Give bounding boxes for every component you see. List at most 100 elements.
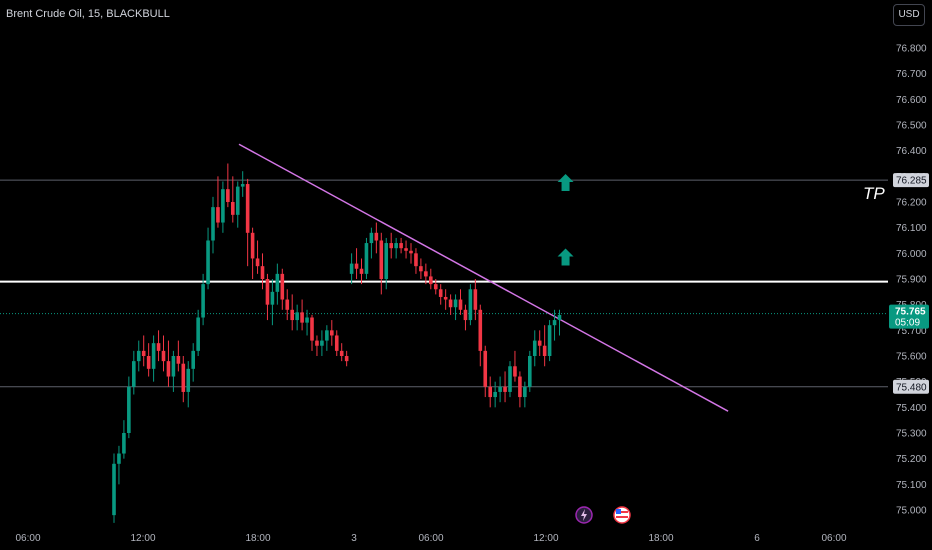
candle xyxy=(503,371,507,403)
price-tick-label: 75.900 xyxy=(896,275,927,286)
candle xyxy=(354,248,359,279)
price-tick-label: 76.800 xyxy=(896,44,927,55)
candle xyxy=(339,343,344,362)
event-icons xyxy=(575,506,631,524)
candle xyxy=(399,237,403,254)
candle xyxy=(384,237,389,290)
up-arrow-icon xyxy=(557,248,574,266)
candle xyxy=(300,299,304,331)
svg-text:75.765: 75.765 xyxy=(895,307,926,318)
candle xyxy=(369,227,374,259)
flag-us-icon[interactable] xyxy=(613,506,631,524)
price-tick-label: 76.200 xyxy=(896,198,927,209)
tp-annotation: TP xyxy=(863,184,885,203)
price-level-badge: 76.285 xyxy=(893,173,929,188)
candle xyxy=(334,330,339,356)
candle xyxy=(226,163,230,208)
candle xyxy=(379,232,384,295)
candle xyxy=(166,340,171,387)
time-tick-label: 06:00 xyxy=(15,533,40,544)
up-arrows xyxy=(557,174,574,266)
resistance-trendline[interactable] xyxy=(238,143,729,412)
candle xyxy=(473,279,478,321)
candle xyxy=(325,325,329,351)
candle xyxy=(498,376,502,403)
candle xyxy=(265,273,270,321)
lightning-icon[interactable] xyxy=(575,506,593,524)
candle xyxy=(330,320,334,346)
candle xyxy=(349,253,354,285)
price-level-badge: 75.480 xyxy=(893,379,929,394)
price-tick-label: 76.500 xyxy=(896,121,927,132)
candle xyxy=(488,376,492,408)
candle xyxy=(419,258,423,279)
candle xyxy=(394,237,398,259)
candle xyxy=(513,350,517,382)
candle xyxy=(438,284,443,305)
candle xyxy=(231,176,235,223)
candle xyxy=(528,350,532,392)
candlesticks xyxy=(112,163,562,523)
candle xyxy=(196,309,200,356)
candle xyxy=(310,314,314,351)
candle xyxy=(433,279,438,295)
candle xyxy=(542,325,547,367)
currency-button[interactable]: USD xyxy=(893,4,925,26)
candle xyxy=(270,279,275,326)
candle xyxy=(557,309,562,336)
candle xyxy=(290,294,294,331)
svg-text:76.285: 76.285 xyxy=(896,176,927,187)
candle xyxy=(132,350,136,395)
candle xyxy=(453,294,458,321)
candle xyxy=(260,253,265,290)
candle xyxy=(216,176,220,228)
candle xyxy=(211,196,215,254)
up-arrow-icon xyxy=(557,174,574,192)
candle xyxy=(374,222,379,254)
price-axis[interactable]: 76.80076.70076.60076.50076.40076.30076.2… xyxy=(896,44,927,517)
candle xyxy=(537,330,542,356)
candle xyxy=(523,381,527,408)
candle xyxy=(186,361,191,408)
price-tick-label: 75.700 xyxy=(896,326,927,337)
time-tick-label: 18:00 xyxy=(648,533,673,544)
candle xyxy=(409,243,413,264)
candle xyxy=(146,343,151,377)
candle xyxy=(305,309,309,336)
candle xyxy=(171,350,176,392)
price-tick-label: 75.200 xyxy=(896,454,927,465)
candle xyxy=(344,350,349,367)
candle xyxy=(201,273,205,326)
price-tick-label: 76.400 xyxy=(896,146,927,157)
candle xyxy=(176,340,181,372)
candle xyxy=(389,232,393,259)
trendline[interactable] xyxy=(238,143,729,412)
candle xyxy=(478,304,483,367)
chart-title: Brent Crude Oil, 15, BLACKBULL xyxy=(6,8,170,20)
candle xyxy=(191,343,195,382)
svg-text:75.480: 75.480 xyxy=(896,382,927,393)
time-tick-label: 3 xyxy=(351,533,357,544)
candle xyxy=(245,178,250,267)
candle xyxy=(448,294,453,315)
candle xyxy=(127,376,131,439)
time-tick-label: 06:00 xyxy=(418,533,443,544)
price-levels xyxy=(0,179,888,388)
candle xyxy=(468,284,473,326)
time-tick-label: 6 xyxy=(754,533,760,544)
candle xyxy=(275,263,280,305)
candle xyxy=(295,304,299,331)
time-axis[interactable]: 06:00 12:00 18:00 3 06:00 12:00 18:00 6 06:00 xyxy=(15,533,846,544)
price-tick-label: 76.000 xyxy=(896,249,927,260)
candle xyxy=(315,335,319,356)
candle xyxy=(518,371,522,408)
candle xyxy=(181,356,186,403)
candle xyxy=(552,309,557,341)
candle xyxy=(414,248,418,274)
candle xyxy=(320,330,324,356)
time-tick-label: 18:00 xyxy=(245,533,270,544)
candle xyxy=(547,320,552,362)
